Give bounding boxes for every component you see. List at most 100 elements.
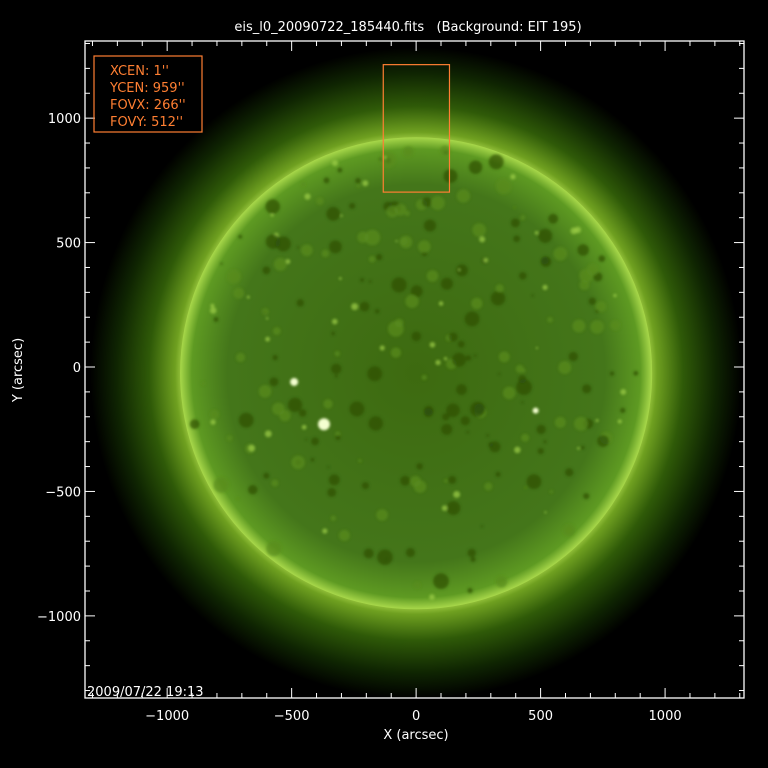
texture-blob: [349, 401, 365, 417]
texture-blob: [272, 354, 278, 361]
texture-blob: [538, 228, 553, 243]
texture-blob: [467, 587, 473, 594]
texture-blob: [375, 253, 383, 261]
texture-blob: [513, 235, 521, 243]
texture-blob: [262, 266, 271, 275]
texture-blob: [633, 370, 639, 376]
texture-blob: [595, 419, 599, 423]
texture-blob: [376, 509, 388, 521]
texture-blob: [265, 336, 271, 342]
texture-blob: [301, 182, 306, 187]
texture-blob: [553, 246, 568, 261]
texture-blob: [574, 416, 588, 431]
texture-blob: [617, 419, 622, 424]
texture-blob: [423, 219, 437, 232]
texture-blob: [582, 384, 592, 394]
texture-blob: [368, 280, 372, 283]
texture-blob: [489, 441, 501, 453]
texture-blob: [404, 210, 410, 216]
texture-blob: [456, 264, 468, 277]
texture-blob: [258, 385, 272, 398]
texture-blob: [334, 374, 338, 378]
texture-blob: [495, 178, 512, 195]
texture-blob: [548, 213, 559, 224]
texture-blob: [411, 331, 422, 342]
texture-blob: [334, 350, 340, 357]
texture-blob: [441, 423, 453, 435]
texture-blob: [613, 293, 617, 298]
texture-blob: [620, 389, 627, 395]
texture-blob: [264, 430, 272, 438]
info-box: [93, 55, 203, 133]
texture-blob: [466, 430, 470, 434]
texture-blob: [301, 424, 307, 430]
texture-blob: [516, 379, 532, 396]
texture-blob: [329, 240, 342, 254]
texture-blob: [323, 399, 333, 409]
info-line: YCEN: 959'': [109, 81, 185, 96]
texture-blob: [326, 206, 341, 221]
texture-blob: [583, 492, 590, 500]
texture-blob: [465, 355, 472, 361]
texture-blob: [298, 409, 307, 417]
bright-point: [532, 407, 539, 414]
texture-blob: [395, 240, 398, 243]
texture-blob: [469, 401, 486, 417]
texture-blob: [338, 529, 350, 541]
texture-blob: [554, 416, 566, 428]
texture-blob: [433, 573, 449, 590]
y-tick-label: −500: [45, 485, 81, 500]
texture-blob: [402, 146, 414, 157]
info-box-lines: XCEN: 1'' YCEN: 959'' FOVX: 266'' FOVY: 512…: [109, 64, 186, 130]
texture-blob: [248, 444, 256, 452]
info-line: FOVY: 512'': [110, 115, 183, 130]
texture-blob: [263, 472, 270, 479]
texture-blob: [468, 160, 483, 174]
texture-blob: [363, 548, 374, 559]
texture-blob: [301, 244, 313, 257]
texture-blob: [416, 463, 423, 470]
texture-blob: [201, 381, 206, 386]
texture-blob: [480, 525, 484, 528]
texture-blob: [322, 528, 328, 534]
texture-blob: [271, 479, 279, 487]
plot-frame: [84, 40, 745, 699]
texture-blob: [361, 482, 370, 490]
texture-blob: [479, 236, 486, 243]
texture-blob: [331, 363, 342, 375]
y-tick-label: 500: [56, 237, 81, 252]
texture-blob: [572, 319, 586, 333]
texture-blob: [498, 351, 510, 363]
eis-fov-box: [382, 64, 451, 193]
texture-blob: [362, 180, 369, 187]
texture-blob: [331, 160, 339, 167]
texture-blob: [383, 155, 387, 159]
texture-blob: [275, 236, 291, 252]
texture-blob: [471, 297, 483, 310]
texture-blob: [368, 416, 383, 431]
texture-blob: [327, 487, 337, 497]
texture-blob: [335, 435, 341, 441]
texture-blob: [189, 419, 200, 430]
texture-blob: [305, 438, 308, 441]
texture-blob: [426, 270, 439, 282]
texture-blob: [438, 301, 444, 306]
texture-blob: [544, 511, 547, 514]
texture-blob: [620, 407, 626, 414]
texture-blob: [391, 277, 407, 293]
texture-blob: [236, 497, 239, 500]
texture-blob: [248, 485, 258, 495]
texture-blob: [417, 240, 431, 253]
texture-blob: [467, 548, 476, 558]
texture-blob: [534, 231, 539, 235]
texture-blob: [502, 386, 516, 400]
plot-title: eis_l0_20090722_185440.fits (Background:…: [234, 20, 581, 35]
texture-blob: [379, 151, 396, 168]
y-tick-label: −1000: [37, 610, 81, 625]
texture-blob: [360, 278, 365, 283]
texture-blob: [514, 446, 521, 454]
texture-blob: [443, 356, 448, 361]
bright-point: [290, 377, 299, 386]
texture-blob: [414, 582, 421, 589]
